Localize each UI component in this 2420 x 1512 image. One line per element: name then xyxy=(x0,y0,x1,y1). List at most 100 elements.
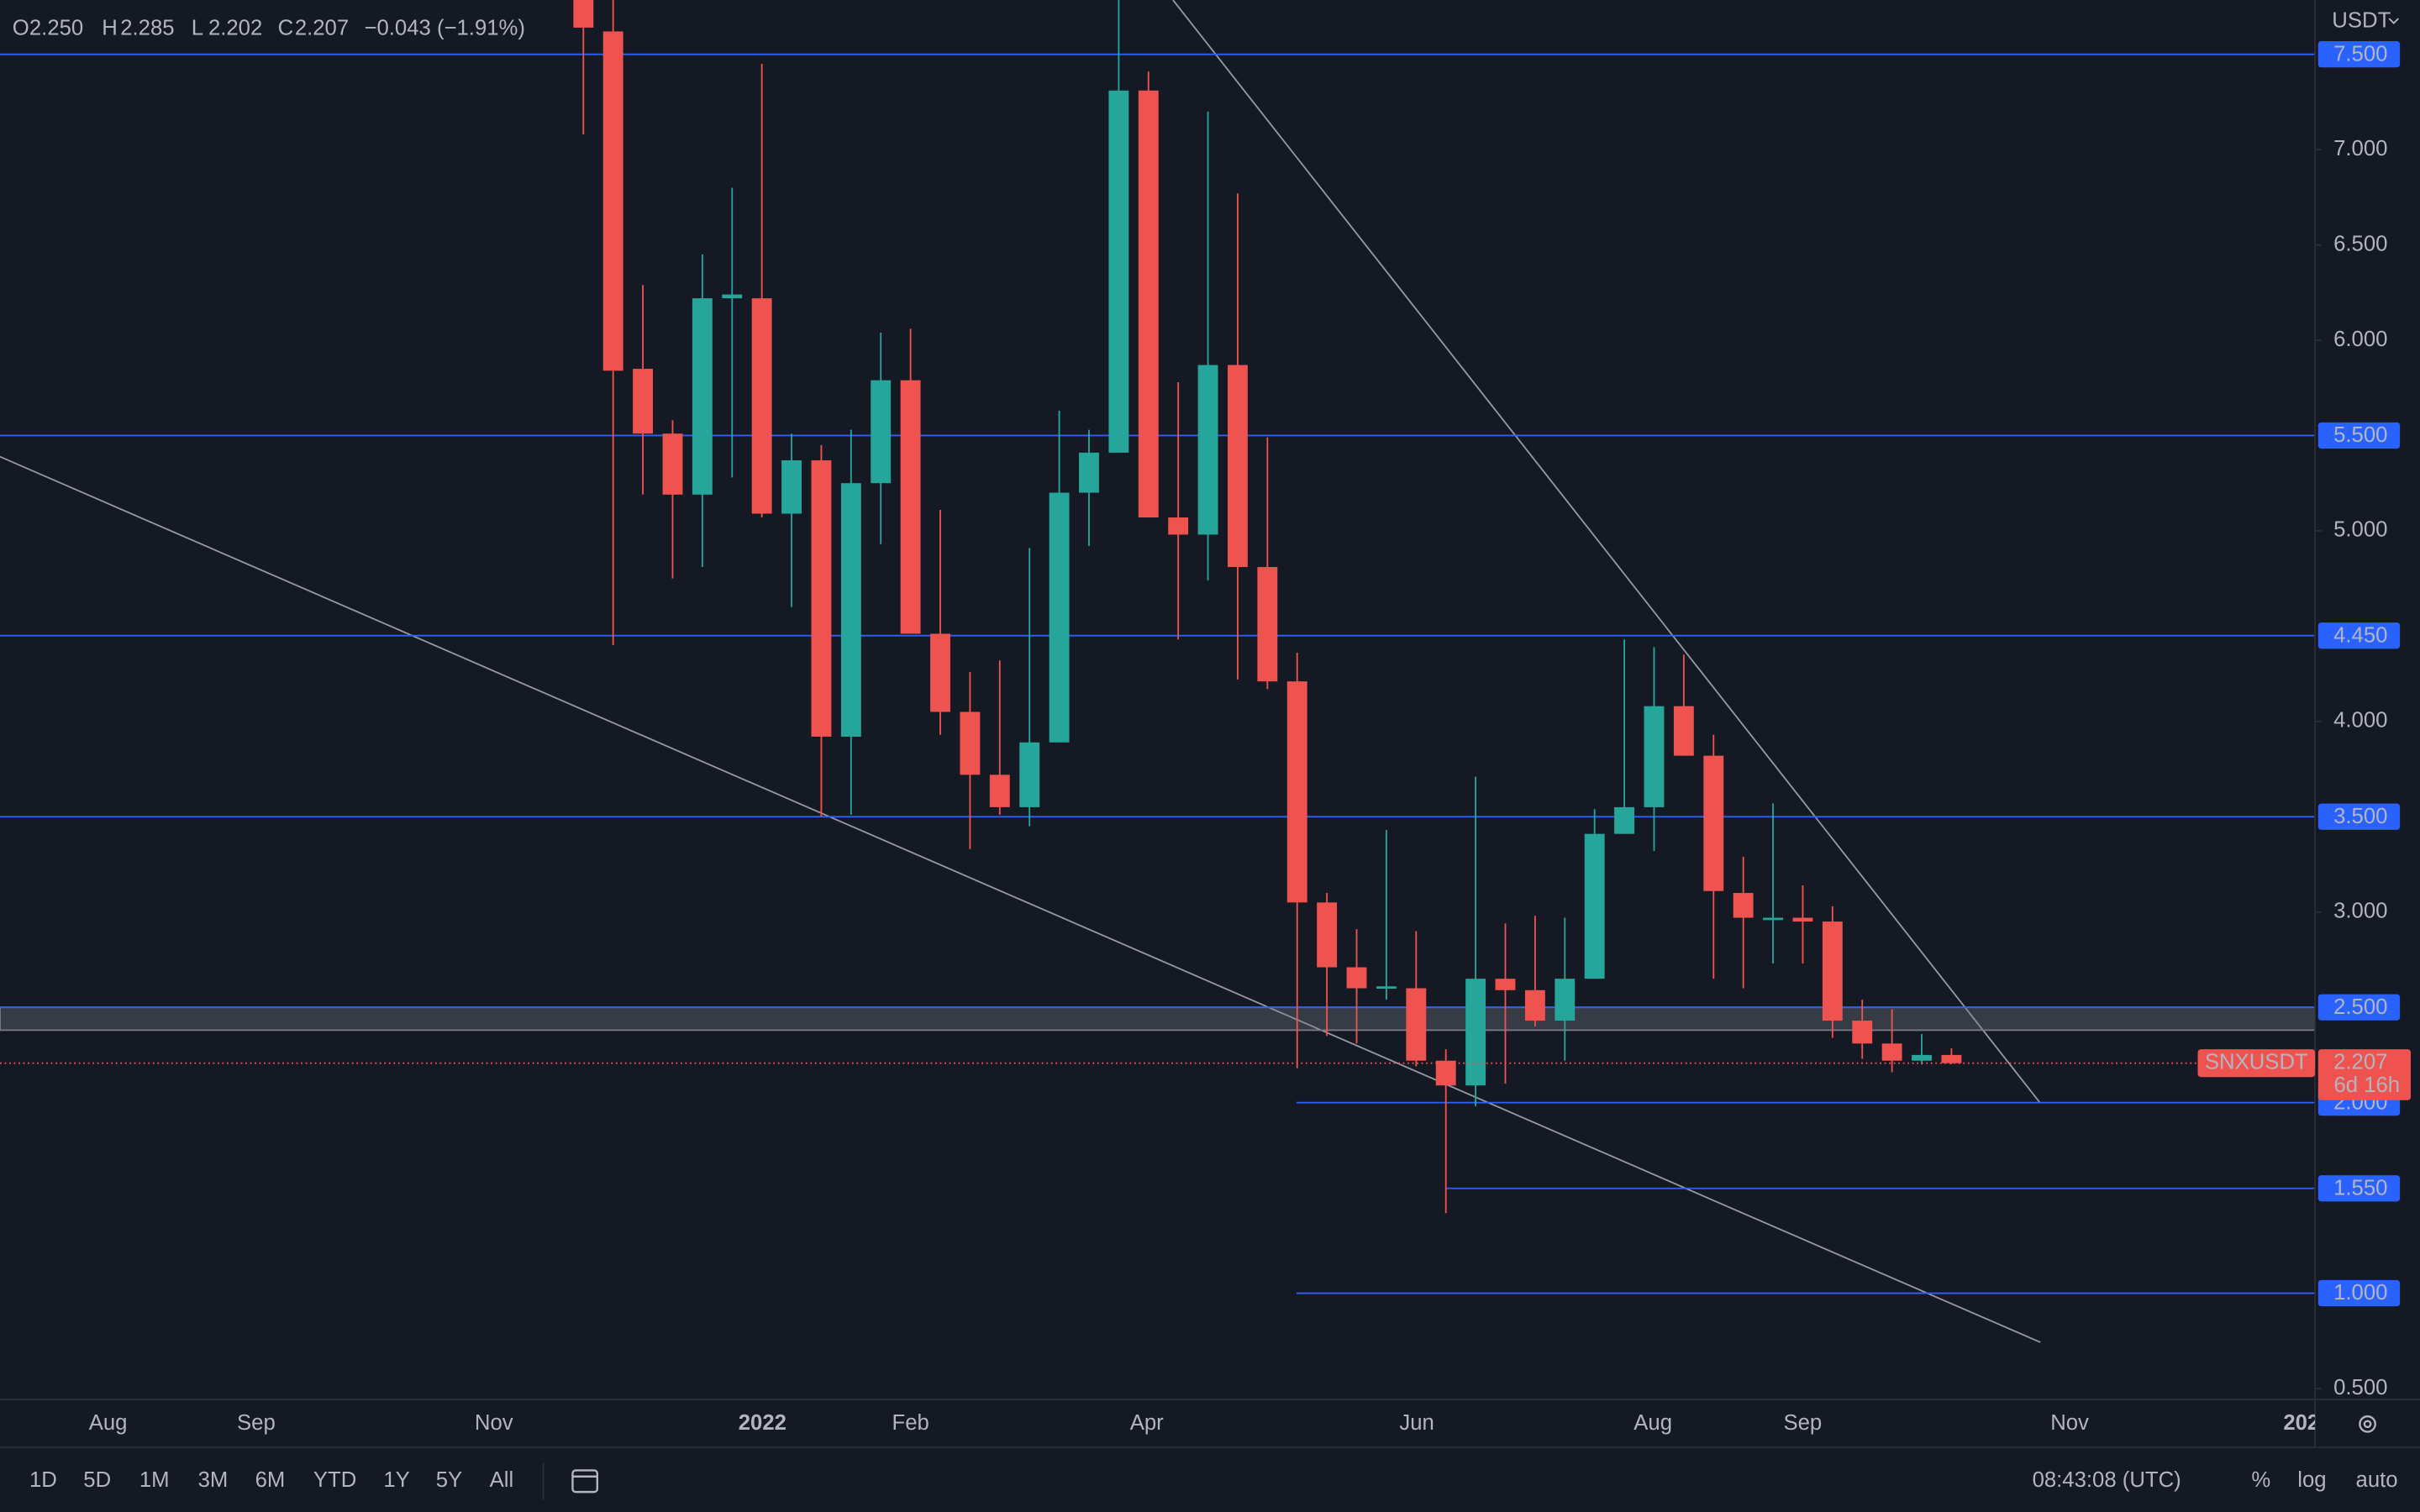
candle-body xyxy=(1138,90,1159,518)
candle-body xyxy=(1703,755,1724,891)
scale-option[interactable]: auto xyxy=(2356,1468,2398,1492)
scale-option[interactable]: log xyxy=(2297,1468,2326,1492)
last-price-label: 2.207 xyxy=(2333,1050,2387,1074)
ohlc-value: 2.207 xyxy=(295,17,349,40)
candle-body xyxy=(722,294,743,299)
level-tag-label: 1.550 xyxy=(2333,1176,2387,1200)
x-tick-label: 2023 xyxy=(2283,1411,2331,1435)
scale-option[interactable]: % xyxy=(2251,1468,2270,1492)
ohlc-change: −0.043 (−1.91%) xyxy=(364,17,524,40)
range-button[interactable]: 5D xyxy=(83,1468,111,1492)
range-button[interactable]: All xyxy=(490,1468,514,1492)
x-tick-label: Jun xyxy=(1399,1411,1434,1435)
candle-body xyxy=(1079,452,1099,493)
level-tag-label: 7.500 xyxy=(2333,42,2387,66)
settings-icon[interactable] xyxy=(2359,1415,2376,1433)
candle-body xyxy=(1228,365,1248,568)
level-tag xyxy=(2317,803,2401,830)
level-tag xyxy=(2317,41,2401,68)
candle-body xyxy=(602,31,623,371)
x-tick-label: Aug xyxy=(89,1411,128,1435)
candle-body xyxy=(960,711,981,775)
time-axis: Aug Sep Nov 2022 Feb Apr Jun Aug Sep Nov 2023 xyxy=(89,1411,2331,1435)
level-tag xyxy=(2317,422,2401,449)
candle-body xyxy=(1257,567,1278,682)
candle-body xyxy=(1763,917,1783,921)
currency-chevron[interactable] xyxy=(2388,18,2399,24)
range-button[interactable]: 1Y xyxy=(383,1468,409,1492)
candle-body xyxy=(1406,988,1427,1061)
candle-body xyxy=(692,298,713,495)
symbol-tag-label: SNXUSDT xyxy=(2205,1050,2308,1074)
range-button[interactable]: YTD xyxy=(313,1468,356,1492)
level-tag-label: 4.450 xyxy=(2333,623,2387,647)
candle-body xyxy=(1346,967,1367,989)
x-tick-label: Nov xyxy=(2050,1411,2089,1435)
candle-body xyxy=(633,369,654,434)
candle-body xyxy=(1465,979,1486,1086)
trendline xyxy=(1172,0,2041,1104)
ohlc-value: 2.250 xyxy=(29,17,83,40)
currency-label[interactable]: USDT xyxy=(2332,9,2391,33)
candle-body xyxy=(1495,979,1516,990)
candle-body xyxy=(811,459,832,737)
level-tag xyxy=(2317,622,2401,649)
candle-body xyxy=(1852,1021,1873,1044)
ohlc-value: 2.285 xyxy=(120,17,174,40)
y-tick-label: 3.000 xyxy=(2333,900,2387,923)
candle-body xyxy=(1376,986,1397,989)
candle-body xyxy=(1019,742,1040,807)
candle-body xyxy=(1673,706,1694,756)
level-tag-label: 2.500 xyxy=(2333,995,2387,1019)
candle-body xyxy=(1733,893,1754,918)
y-tick-label: 4.000 xyxy=(2333,709,2387,732)
x-tick-label: Sep xyxy=(237,1411,276,1435)
clock: 08:43:08 (UTC) xyxy=(2033,1468,2181,1492)
y-tick-label: 0.500 xyxy=(2333,1376,2387,1399)
candle-body xyxy=(1197,365,1218,535)
y-tick-label: 6.500 xyxy=(2333,232,2387,255)
ohlc-label: L xyxy=(192,17,203,40)
candle-body xyxy=(1524,990,1545,1021)
range-button[interactable]: 5Y xyxy=(436,1468,462,1492)
candle-body xyxy=(1881,1043,1902,1061)
candle-body xyxy=(1584,833,1605,979)
x-tick-label: Sep xyxy=(1783,1411,1822,1435)
candle-body xyxy=(1912,1054,1932,1061)
candle-body xyxy=(662,433,683,495)
candle-body xyxy=(1317,902,1338,968)
candle-body xyxy=(1614,806,1635,834)
ohlc-label: C xyxy=(278,17,294,40)
candle-body xyxy=(900,380,921,634)
x-tick-label: Aug xyxy=(1634,1411,1672,1435)
x-tick-label: 2022 xyxy=(739,1411,786,1435)
range-button[interactable]: 3M xyxy=(198,1468,229,1492)
candle-body xyxy=(1108,90,1129,453)
y-tick-label: 5.000 xyxy=(2333,518,2387,542)
y-tick-label: 6.000 xyxy=(2333,328,2387,351)
level-tag-label: 1.000 xyxy=(2333,1281,2387,1305)
candle-body xyxy=(1168,517,1189,535)
candle-body xyxy=(1286,681,1307,903)
candle-body xyxy=(781,459,802,514)
candle-body xyxy=(573,0,594,28)
range-button[interactable]: 1D xyxy=(29,1468,57,1492)
price-zone xyxy=(0,1006,2316,1032)
level-tag xyxy=(2317,1175,2401,1202)
countdown-label: 6d 16h xyxy=(2333,1074,2400,1097)
candle-body xyxy=(840,483,861,737)
y-tick-label: 7.000 xyxy=(2333,137,2387,160)
candle-body xyxy=(1941,1054,1962,1063)
candle-body xyxy=(930,633,950,712)
plot-area xyxy=(0,0,2316,1343)
date-range-icon[interactable] xyxy=(571,1469,599,1494)
range-button[interactable]: 6M xyxy=(255,1468,286,1492)
candle-body xyxy=(1049,492,1070,743)
level-tag xyxy=(2317,1279,2401,1307)
candle-body xyxy=(1644,706,1665,807)
last-price-tag xyxy=(2317,1049,2411,1100)
x-tick-label: Feb xyxy=(892,1411,929,1435)
range-button[interactable]: 1M xyxy=(139,1468,170,1492)
